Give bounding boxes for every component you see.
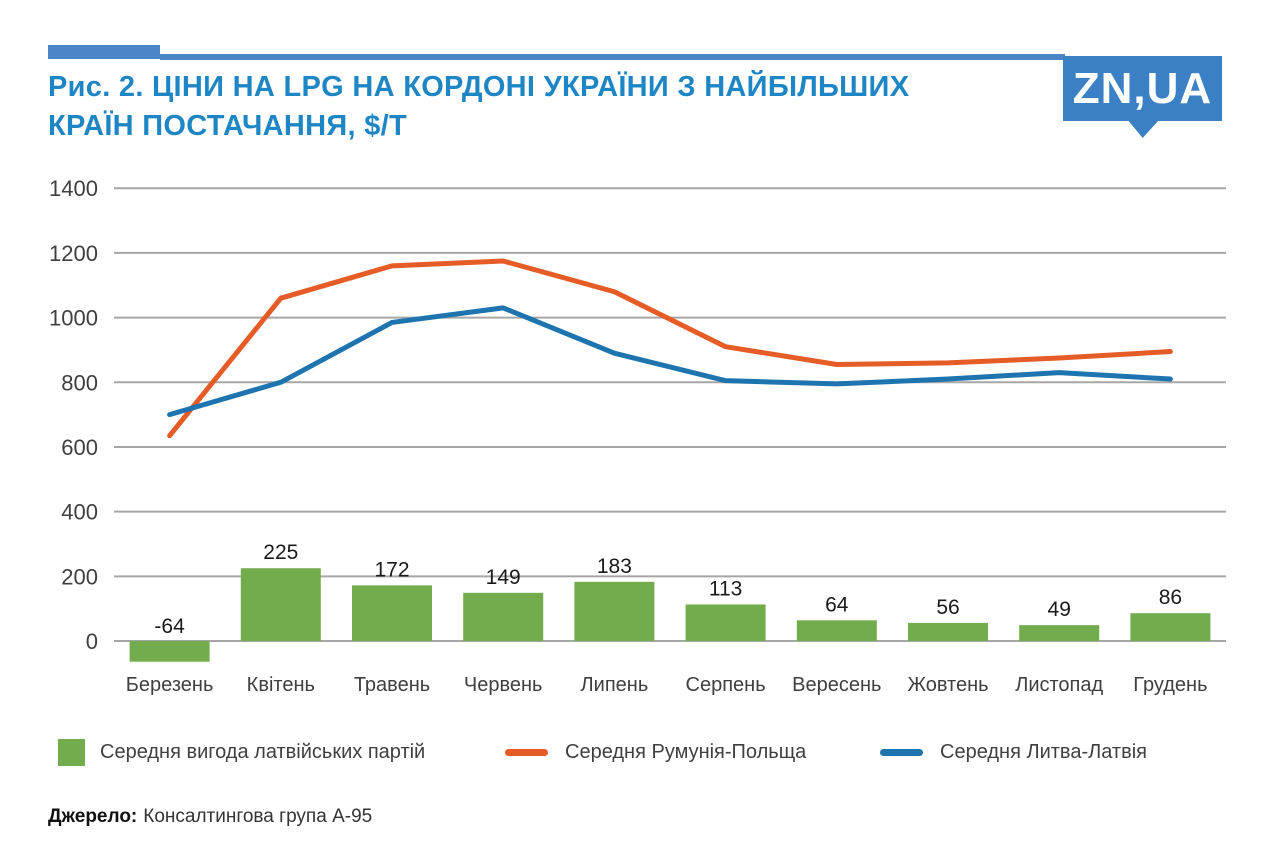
bar [240,568,321,641]
figure-title-line2: КРАЇН ПОСТАЧАННЯ, $/Т [48,110,408,142]
x-tick-label: Грудень [1133,674,1207,696]
bar-value-label: 56 [936,596,959,619]
bar [908,622,988,641]
header-accent-line [160,54,1065,60]
x-tick-label: Серпень [686,674,766,696]
x-tick-label: Жовтень [907,674,988,696]
legend-swatch-orange-line [505,748,548,756]
combo-chart: 0 200 400 600 800 1000 1200 1400 -64 225 172 149 183… [49,176,1226,696]
x-tick-label: Червень [464,674,543,696]
bar [129,641,210,662]
legend-label-bars: Середня вигода латвійських партій [100,740,426,763]
source-label: Джерело: [48,806,138,827]
bar-value-label: -64 [154,615,185,638]
bar-value-label: 183 [597,555,632,578]
bar-value-label: 113 [709,577,742,600]
bar-value-label: 225 [263,541,298,564]
y-tick-label: 0 [86,629,98,654]
legend-swatch-green-square [58,738,85,766]
figure-title: Рис. 2. ЦІНИ НА LPG НА КОРДОНІ УКРАЇНИ З… [48,68,1048,146]
y-tick-label: 1000 [49,306,98,331]
source-text: Консалтингова група А-95 [143,806,373,827]
bar-value-label: 86 [1159,586,1182,609]
header-accent-bar [48,45,160,59]
x-tick-label: Листопад [1015,674,1103,696]
bar [685,604,766,641]
x-tick-label: Квітень [247,674,315,696]
bar-value-label: 149 [486,566,521,589]
bar [1130,613,1211,641]
y-tick-label: 600 [61,435,98,460]
legend-label-orange-line: Середня Румунія-Польща [565,740,807,763]
x-tick-label: Липень [581,674,649,696]
legend-label-blue-line: Середня Литва-Латвія [940,740,1147,763]
bar-value-label: 172 [374,558,409,581]
bar [796,620,877,641]
bar [352,585,432,641]
znua-logo-tail [1127,120,1159,138]
x-tick-label: Травень [354,674,430,696]
bar [574,581,655,641]
bar [463,592,544,641]
bar-value-label: 64 [825,593,849,616]
source-line: Джерело: Консалтингова група А-95 [48,806,372,828]
x-tick-label: Березень [126,674,214,696]
legend-item-orange-line: Середня Румунія-Польща [505,738,806,766]
znua-logo-text: ZN,UA [1072,63,1213,113]
x-tick-label: Вересень [792,674,881,696]
legend-item-blue-line: Середня Литва-Латвія [880,738,1147,766]
line-series [167,258,1173,439]
znua-logo: ZN,UA [1063,56,1222,121]
line-series [167,305,1173,418]
y-tick-label: 400 [61,500,98,525]
legend-swatch-blue-line [880,748,923,756]
y-tick-label: 200 [61,564,98,589]
legend-item-bars: Середня вигода латвійських партій [58,738,425,766]
figure-title-line1: Рис. 2. ЦІНИ НА LPG НА КОРДОНІ УКРАЇНИ З… [48,71,910,103]
y-tick-label: 1200 [49,241,98,266]
y-tick-label: 1400 [49,176,98,201]
y-tick-label: 800 [61,370,98,395]
bar [1019,625,1100,641]
bar-value-label: 49 [1048,598,1071,621]
